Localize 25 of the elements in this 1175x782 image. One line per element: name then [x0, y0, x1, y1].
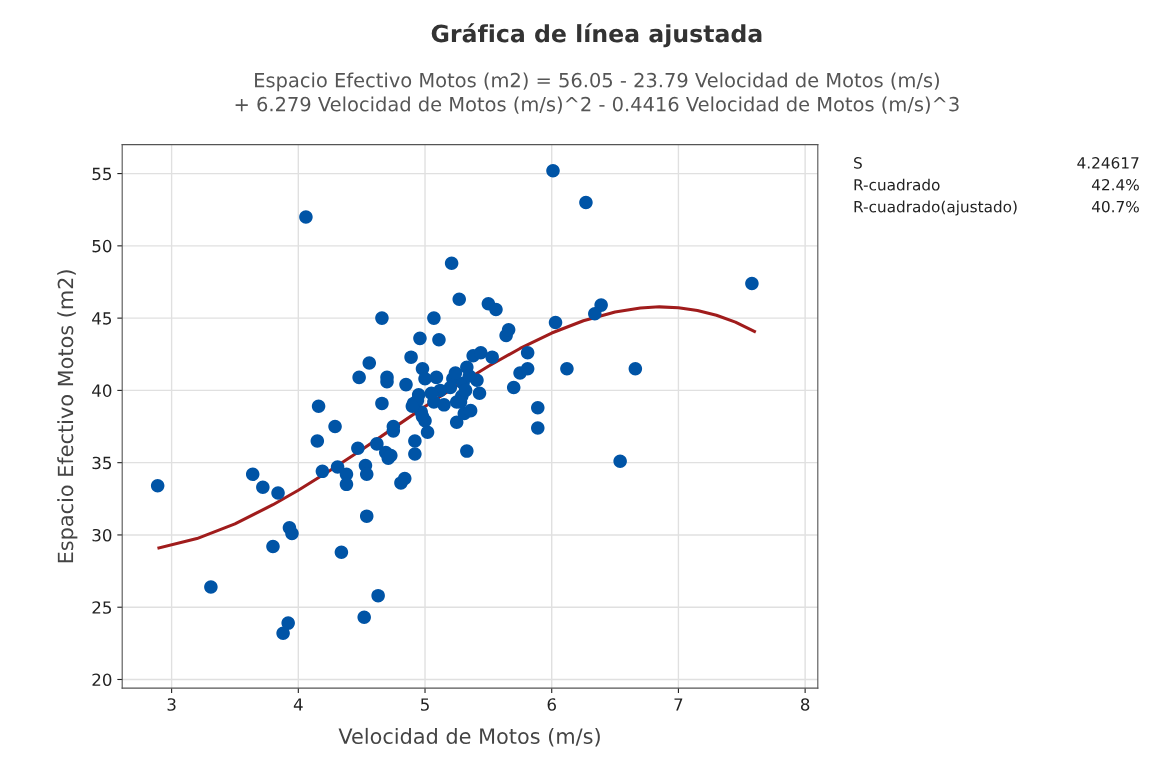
chart-subtitle: Espacio Efectivo Motos (m2) = 56.05 - 23.79 Velocidad de Motos (m/s) + 6.279 Velocidad de Motos (m/s)^2 - 0.4416 Velocidad de Motos (m/s)^3: [235, 72, 959, 114]
x-tick-label: 4: [293, 698, 303, 711]
y-tick-label: 50: [92, 239, 112, 253]
x-tick-label: 7: [674, 698, 683, 711]
y-tick-label: 25: [92, 601, 112, 614]
y-axis-title: Espacio Efectivo Motos (m2): [57, 270, 78, 563]
chart-title: Gráfica de línea ajustada: [431, 23, 762, 48]
text: 40.7%: [1091, 200, 1139, 213]
line-series: [157, 305, 756, 550]
y-tick-label: 55: [92, 167, 112, 181]
text: R-cuadrado: [854, 178, 940, 191]
x-tick-label: 8: [800, 698, 810, 711]
y-tick-label: 20: [92, 673, 112, 687]
text: 42.4%: [1091, 178, 1139, 191]
x-axis-title: Velocidad de Motos (m/s): [338, 727, 600, 747]
y-tick-label: 45: [92, 312, 112, 325]
x-tick-label: 6: [547, 698, 556, 711]
x-tick-label: 3: [167, 698, 176, 711]
text: S: [854, 157, 862, 169]
x-tick-label: 5: [421, 698, 429, 711]
y-tick-label: 35: [92, 456, 112, 470]
y-tick-label: 30: [92, 528, 112, 542]
y-tick-label: 40: [92, 384, 112, 397]
text: 4.24617: [1077, 157, 1139, 169]
text: R-cuadrado(ajustado): [854, 200, 1017, 216]
